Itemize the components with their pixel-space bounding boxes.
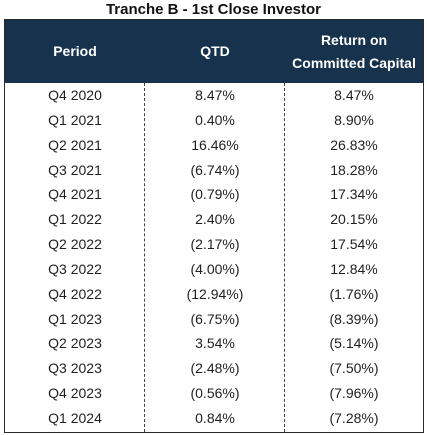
period-cell: Q4 2021 (48, 186, 102, 203)
table-header: Period QTD Return on Committed Capital (5, 20, 423, 83)
return-cell: 20.15% (330, 211, 378, 228)
table-row: Q2 2022 (2.17%) 17.54% (5, 232, 423, 257)
column-header-qtd: QTD (200, 43, 230, 59)
return-cell: (8.39%) (329, 310, 379, 327)
qtd-cell: (6.75%) (190, 310, 240, 327)
qtd-cell: (2.48%) (190, 360, 240, 377)
period-cell: Q4 2023 (48, 385, 102, 402)
qtd-cell: (4.00%) (190, 260, 240, 277)
period-cell: Q1 2023 (48, 310, 102, 327)
returns-table: Period QTD Return on Committed Capital Q… (4, 19, 424, 433)
table-row: Q2 2023 3.54% (5.14%) (5, 331, 423, 356)
return-cell: 8.47% (334, 87, 374, 103)
qtd-cell: 0.40% (195, 111, 235, 128)
return-cell: (7.96%) (329, 385, 379, 402)
qtd-cell: 3.54% (195, 335, 235, 352)
period-cell: Q1 2022 (48, 211, 102, 228)
table-row: Q4 2022 (12.94%) (1.76%) (5, 282, 423, 307)
table-row: Q4 2023 (0.56%) (7.96%) (5, 381, 423, 406)
qtd-cell: (6.74%) (190, 161, 240, 178)
return-cell: 26.83% (330, 136, 378, 153)
table-row: Q1 2022 2.40% 20.15% (5, 207, 423, 232)
return-cell: 17.34% (330, 186, 378, 203)
table-row: Q1 2023 (6.75%) (8.39%) (5, 307, 423, 332)
period-cell: Q4 2020 (48, 87, 102, 103)
table-body: Q4 2020 8.47% 8.47% Q1 2021 0.40% 8.90% Q2 202… (5, 83, 423, 432)
return-cell: 17.54% (330, 236, 378, 253)
table-row: Q1 2021 0.40% 8.90% (5, 108, 423, 133)
period-cell: Q4 2022 (48, 285, 102, 302)
qtd-cell: 2.40% (195, 211, 235, 228)
table-row: Q3 2021 (6.74%) 18.28% (5, 158, 423, 183)
column-header-return-line2: Committed Capital (292, 54, 416, 71)
return-cell: (1.76%) (329, 285, 379, 302)
column-divider (144, 83, 145, 432)
qtd-cell: 8.47% (195, 87, 235, 103)
table-title: Tranche B - 1st Close Investor (105, 1, 322, 18)
period-cell: Q3 2023 (48, 360, 102, 377)
period-cell: Q3 2022 (48, 260, 102, 277)
period-cell: Q2 2023 (48, 335, 102, 352)
qtd-cell: (0.79%) (190, 186, 240, 203)
qtd-cell: 0.84% (195, 409, 235, 426)
table-row: Q3 2023 (2.48%) (7.50%) (5, 356, 423, 381)
period-cell: Q1 2024 (48, 409, 102, 426)
column-divider (284, 83, 285, 432)
period-cell: Q2 2021 (48, 136, 102, 153)
table-row: Q3 2022 (4.00%) 12.84% (5, 257, 423, 282)
qtd-cell: 16.46% (191, 136, 239, 153)
return-cell: 12.84% (330, 260, 378, 277)
return-cell: (5.14%) (329, 335, 379, 352)
table-row: Q4 2020 8.47% 8.47% (5, 83, 423, 108)
column-header-return: Return on Committed Capital (285, 20, 423, 83)
return-cell: 18.28% (330, 161, 378, 178)
period-cell: Q2 2022 (48, 236, 102, 253)
table-row: Q4 2021 (0.79%) 17.34% (5, 182, 423, 207)
period-cell: Q3 2021 (48, 161, 102, 178)
return-cell: (7.28%) (329, 409, 379, 426)
return-cell: 8.90% (334, 111, 374, 128)
qtd-cell: (2.17%) (190, 236, 240, 253)
return-cell: (7.50%) (329, 360, 379, 377)
column-header-period: Period (53, 43, 97, 59)
table-row: Q2 2021 16.46% 26.83% (5, 133, 423, 158)
qtd-cell: (12.94%) (186, 285, 244, 302)
column-header-return-line1: Return on (320, 31, 388, 48)
qtd-cell: (0.56%) (190, 385, 240, 402)
period-cell: Q1 2021 (48, 111, 102, 128)
table-row: Q1 2024 0.84% (7.28%) (5, 406, 423, 431)
